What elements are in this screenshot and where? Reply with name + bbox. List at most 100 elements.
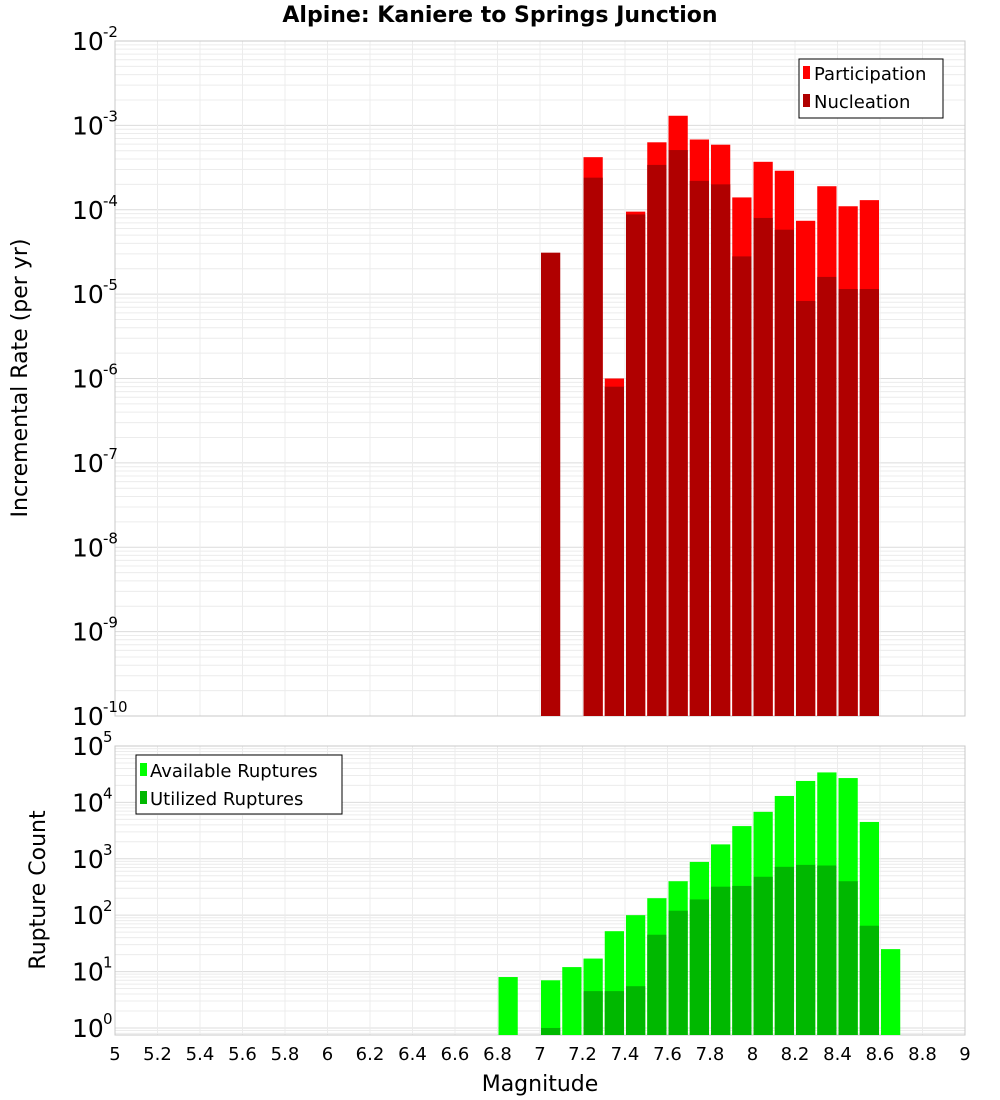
bar-utilized-ruptures: [859, 925, 879, 1035]
x-tick-label: 9: [959, 1044, 970, 1065]
y-tick-exponent: -7: [103, 445, 118, 463]
x-tick-label: 6.4: [398, 1044, 427, 1065]
y-tick-label: 10: [72, 732, 104, 761]
bar-utilized-ruptures: [668, 910, 688, 1035]
x-tick-label: 7.6: [653, 1044, 682, 1065]
bar-nucleation: [817, 276, 837, 716]
y-tick-exponent: 3: [103, 841, 113, 859]
x-tick-label: 8.6: [866, 1044, 895, 1065]
bar-nucleation: [774, 229, 794, 717]
y-tick-label: 10: [72, 958, 104, 987]
bottom-legend-box: [135, 754, 343, 815]
y-tick-label: 10: [72, 845, 104, 874]
y-tick-exponent: -3: [103, 107, 118, 125]
top-bars: [541, 115, 879, 717]
y-tick-label: 10: [72, 901, 104, 930]
bar-nucleation: [604, 386, 624, 716]
top-grid: [114, 40, 966, 717]
x-tick-label: 8.2: [781, 1044, 810, 1065]
x-axis-label: Magnitude: [482, 1072, 599, 1097]
y-tick-exponent: -4: [103, 192, 118, 210]
bar-utilized-ruptures: [817, 865, 837, 1035]
bar-nucleation: [711, 184, 731, 717]
y-tick-exponent: 2: [103, 897, 113, 915]
bottom-plot-frame: [114, 745, 966, 1036]
bar-available-ruptures: [562, 967, 582, 1035]
bar-utilized-ruptures: [796, 864, 816, 1035]
bar-available-ruptures: [498, 977, 518, 1035]
bar-utilized-ruptures: [711, 886, 731, 1035]
y-tick-exponent: -9: [103, 614, 118, 632]
y-tick-label: 10: [72, 196, 104, 225]
bar-nucleation: [732, 256, 752, 716]
bar-nucleation: [796, 300, 816, 716]
legend-swatch-participation: [803, 66, 810, 79]
legend-label-available: Available Ruptures: [150, 761, 318, 782]
x-tick-label: 8.8: [908, 1044, 937, 1065]
bar-utilized-ruptures: [732, 885, 752, 1035]
x-tick-label: 7.4: [611, 1044, 640, 1065]
legend-label-nucleation: Nucleation: [814, 92, 910, 113]
top-y-axis-label: Incremental Rate (per yr): [8, 239, 33, 518]
x-tick-label: 6.2: [356, 1044, 385, 1065]
y-tick-label: 10: [72, 449, 104, 478]
x-tick-label: 5.8: [271, 1044, 300, 1065]
x-tick-label: 8.4: [823, 1044, 852, 1065]
bottom-y-axis-label: Rupture Count: [26, 810, 51, 970]
legend-swatch-utilized: [140, 791, 147, 804]
bar-utilized-ruptures: [604, 991, 624, 1035]
y-tick-exponent: 4: [103, 784, 113, 802]
x-tick-label: 6.6: [441, 1044, 470, 1065]
y-tick-label: 10: [72, 788, 104, 817]
y-tick-label: 10: [72, 27, 104, 56]
chart-title: Alpine: Kaniere to Springs Junction: [282, 3, 717, 28]
bar-nucleation: [583, 177, 603, 716]
bar-utilized-ruptures: [583, 991, 603, 1035]
bar-available-ruptures: [881, 949, 901, 1035]
y-tick-exponent: 1: [103, 954, 113, 972]
x-tick-label: 7.2: [568, 1044, 597, 1065]
bar-nucleation: [838, 289, 858, 716]
bar-available-ruptures: [541, 980, 561, 1035]
bar-utilized-ruptures: [753, 876, 773, 1035]
legend-label-utilized: Utilized Ruptures: [150, 789, 303, 810]
bar-nucleation: [668, 150, 688, 716]
bottom-legend: Available Ruptures Utilized Ruptures: [135, 754, 343, 815]
x-tick-label: 7.8: [696, 1044, 725, 1065]
bar-utilized-ruptures: [647, 934, 667, 1035]
top-legend-box: [798, 58, 944, 119]
top-plot-frame: [114, 40, 966, 717]
top-legend: Participation Nucleation: [798, 58, 944, 119]
y-tick-label: 10: [72, 1014, 104, 1043]
bar-utilized-ruptures: [626, 986, 646, 1035]
y-tick-exponent: -10: [103, 698, 128, 716]
legend-label-participation: Participation: [814, 64, 926, 85]
y-tick-label: 10: [72, 365, 104, 394]
x-tick-label: 5.2: [143, 1044, 172, 1065]
y-tick-exponent: -2: [103, 23, 118, 41]
x-tick-label: 5.6: [228, 1044, 257, 1065]
y-tick-exponent: -8: [103, 529, 118, 547]
x-tick-label: 7: [534, 1044, 545, 1065]
y-tick-exponent: -5: [103, 276, 118, 294]
x-tick-label: 6.8: [483, 1044, 512, 1065]
y-tick-label: 10: [72, 702, 104, 731]
bottom-bars: [498, 772, 901, 1035]
bar-utilized-ruptures: [689, 899, 709, 1035]
x-tick-label: 6: [322, 1044, 333, 1065]
bar-nucleation: [753, 217, 773, 716]
legend-swatch-nucleation: [803, 94, 810, 107]
y-tick-label: 10: [72, 280, 104, 309]
bar-nucleation: [689, 180, 709, 716]
bar-nucleation: [859, 289, 879, 716]
y-tick-label: 10: [72, 533, 104, 562]
x-tick-label: 5: [109, 1044, 120, 1065]
bar-utilized-ruptures: [838, 881, 858, 1035]
x-tick-label: 8: [747, 1044, 758, 1065]
top-y-ticks: 10-210-310-410-510-610-710-810-910-10: [72, 23, 128, 731]
x-tick-label: 5.4: [186, 1044, 215, 1065]
bar-utilized-ruptures: [541, 1027, 561, 1035]
y-tick-exponent: 0: [103, 1010, 113, 1028]
